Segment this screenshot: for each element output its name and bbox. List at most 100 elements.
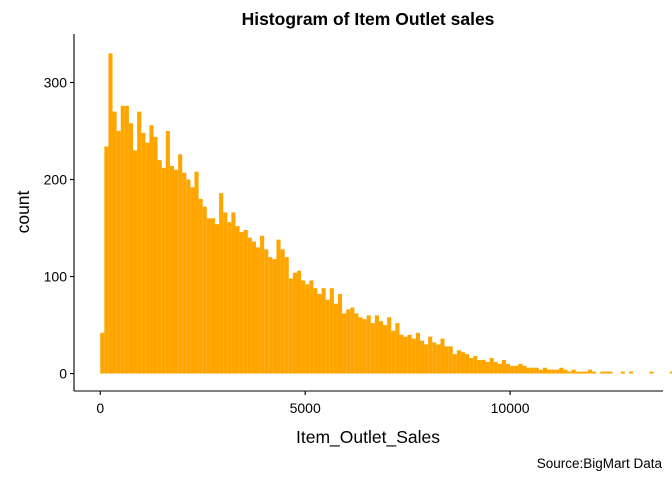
histogram-bar [452,354,457,374]
histogram-bar [604,371,609,374]
histogram-bar [518,363,523,374]
histogram-bar [174,169,179,374]
x-tick-label: 10000 [491,400,530,416]
histogram-bar [497,363,502,374]
histogram-bar [428,336,433,374]
x-tick-label: 5000 [290,400,321,416]
histogram-bar [387,317,392,374]
histogram-bar [534,367,539,374]
histogram-bar [436,344,441,374]
y-tick-label: 200 [44,172,68,188]
histogram-bar [366,315,371,374]
histogram-bar [469,358,474,374]
histogram-bar [112,111,117,374]
histogram-bar [235,226,240,374]
histogram-bar [432,342,437,374]
histogram-bar [587,369,593,374]
histogram-bar [137,111,142,374]
histogram-bar [473,356,478,374]
histogram-bar [579,371,584,374]
bars-group [100,53,672,374]
histogram-bar [165,131,170,374]
histogram-bar [489,358,494,374]
histogram-bar [346,309,351,374]
histogram-bar [133,150,138,374]
x-tick-label: 0 [96,400,104,416]
histogram-bar [403,336,408,374]
histogram-bar [116,131,121,374]
histogram-bar [571,369,576,374]
histogram-bar [620,371,625,374]
histogram-bar [317,293,322,374]
histogram-bar [407,334,412,374]
histogram-bar [419,340,425,374]
histogram-bar [120,105,125,374]
histogram-bar [395,323,400,374]
histogram-bar [530,367,535,374]
histogram-bar [124,105,129,374]
histogram-bar [260,235,265,374]
histogram-bar [264,249,269,374]
histogram-bar [280,249,285,374]
histogram-bar [415,332,420,374]
histogram-bar [444,346,449,374]
histogram-bar [649,371,654,374]
histogram-bar [424,344,429,374]
histogram-bar [255,247,261,374]
histogram-bar [567,371,572,374]
histogram-bar [251,241,256,374]
histogram-bar [108,53,113,374]
histogram-bar [337,293,343,374]
histogram-bar [219,193,224,374]
histogram-bar [411,338,416,374]
histogram-bar [551,369,556,374]
histogram-bar [296,270,302,374]
histogram-bar [321,288,326,374]
histogram-bar [231,212,236,374]
histogram-bar [239,231,244,374]
x-ticks-group: 0 5000 10000 [96,391,530,416]
histogram-bar [350,307,355,374]
histogram-bar [104,146,109,374]
histogram-bar [669,371,672,374]
histogram-bar [383,325,388,374]
histogram-bar [210,218,215,374]
histogram-bar [292,272,297,374]
histogram-bar [198,198,203,374]
histogram-bar [145,142,150,374]
histogram-bar [149,125,154,374]
histogram-bar [628,371,634,374]
histogram-bar [538,369,543,374]
histogram-bar [608,371,613,374]
histogram-bar [391,330,396,374]
histogram-bar [370,323,375,374]
histogram-bar [448,346,453,374]
histogram-bar [583,371,588,374]
histogram-bar [182,172,187,374]
histogram-bar [493,361,498,374]
histogram-bar [100,332,105,374]
y-tick-label: 0 [59,366,67,382]
histogram-bar [354,313,359,374]
histogram-bar [542,367,548,374]
histogram-bar [194,171,199,374]
x-axis-title: Item_Outlet_Sales [296,427,440,448]
histogram-bar [555,369,560,374]
histogram-bar [206,218,211,374]
histogram-bar [358,317,363,374]
histogram-bar [378,321,384,374]
histogram-bar [592,371,597,374]
histogram-bar [329,288,334,374]
histogram-bar [575,371,580,374]
y-tick-label: 300 [44,75,68,91]
histogram-bar [284,257,289,374]
y-axis-title: count [13,190,33,233]
histogram-bar [325,299,330,374]
histogram-bar [227,222,232,374]
histogram-bar [276,239,281,374]
y-tick-label: 100 [44,269,68,285]
histogram-bar [456,350,461,374]
histogram-bar [514,365,519,374]
histogram-bar [522,365,527,374]
